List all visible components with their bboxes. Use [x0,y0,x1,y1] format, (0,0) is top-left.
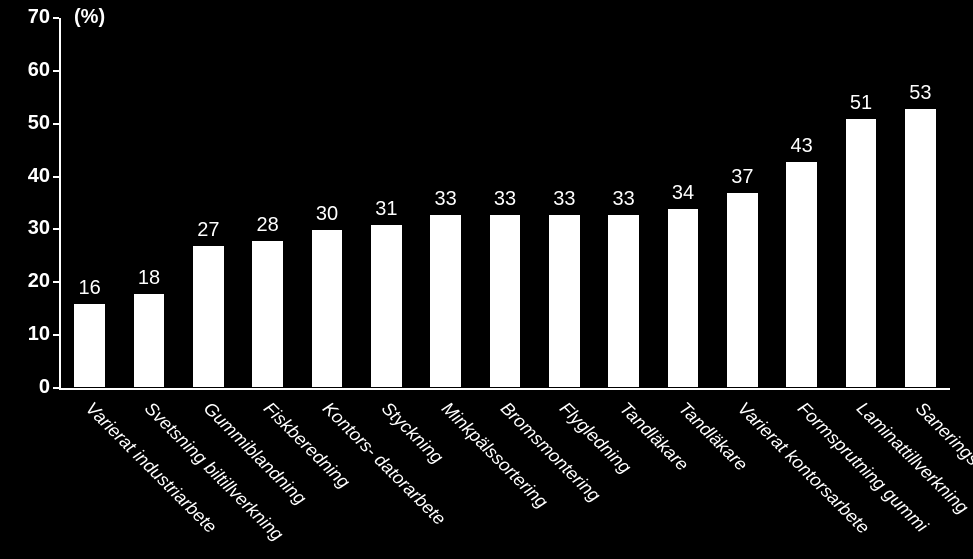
bar-value-label: 28 [257,214,279,237]
bar [845,118,878,388]
y-tick [53,281,59,283]
bar-value-label: 43 [791,135,813,158]
y-tick-label: 60 [0,59,50,82]
bar [192,245,225,388]
bar-value-label: 34 [672,182,694,205]
bar-value-label: 33 [613,188,635,211]
y-tick-label: 30 [0,217,50,240]
bar [73,303,106,388]
bar [548,214,581,388]
y-tick [53,387,59,389]
bar [904,108,937,388]
y-tick [53,228,59,230]
y-tick-label: 70 [0,6,50,29]
bar [311,229,344,388]
bar-chart: (%)01020304050607016Varierat industriarb… [0,0,973,559]
bar [133,293,166,388]
bar-value-label: 18 [138,267,160,290]
bar-value-label: 37 [731,166,753,189]
bar [607,214,640,388]
y-tick [53,123,59,125]
bar-value-label: 27 [197,219,219,242]
bar-value-label: 30 [316,203,338,226]
x-axis [59,388,950,390]
y-tick [53,70,59,72]
bar-value-label: 33 [494,188,516,211]
bar-value-label: 51 [850,92,872,115]
y-tick-label: 0 [0,376,50,399]
category-label: Gummiblandning [199,398,310,509]
y-tick-label: 40 [0,165,50,188]
category-label: Bromsmontering [496,398,604,506]
y-axis-unit: (%) [74,6,105,29]
category-label: Laminattillverkning [852,398,972,518]
y-tick-label: 10 [0,323,50,346]
y-tick [53,17,59,19]
bar [251,240,284,388]
bar [667,208,700,388]
y-axis [59,18,61,388]
bar-value-label: 16 [79,277,101,300]
y-tick [53,176,59,178]
bar-value-label: 33 [435,188,457,211]
category-label: Minkpälssortering [437,398,552,513]
bar [726,192,759,388]
bar [429,214,462,388]
y-tick [53,334,59,336]
bar [489,214,522,388]
bar [785,161,818,388]
bar-value-label: 31 [375,198,397,221]
bar [370,224,403,388]
y-tick-label: 20 [0,270,50,293]
y-tick-label: 50 [0,112,50,135]
bar-value-label: 33 [553,188,575,211]
bar-value-label: 53 [909,82,931,105]
